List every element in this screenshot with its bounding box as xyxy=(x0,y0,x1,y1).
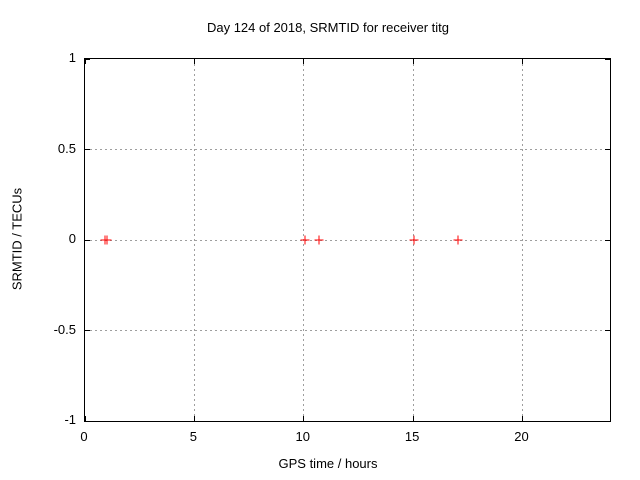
x-tick-mark xyxy=(193,59,195,64)
y-tick-mark xyxy=(605,420,610,422)
y-tick-mark xyxy=(605,239,610,241)
y-tick-mark xyxy=(605,330,610,331)
data-point-marker xyxy=(453,235,463,245)
marker-vertical-stroke xyxy=(413,235,415,245)
y-tick-mark xyxy=(85,149,90,150)
x-tick-mark xyxy=(303,416,305,421)
x-tick-mark xyxy=(193,416,195,421)
y-tick-label: 1 xyxy=(68,50,76,65)
y-tick-mark xyxy=(85,420,90,422)
y-tick-mark xyxy=(85,58,90,60)
x-tick-label: 10 xyxy=(295,429,310,444)
gridline-horizontal xyxy=(85,330,610,331)
x-axis-label: GPS time / hours xyxy=(278,456,378,471)
gridline-horizontal xyxy=(85,239,610,241)
y-tick-label: -1 xyxy=(64,412,76,427)
x-tick-mark xyxy=(522,59,523,64)
x-tick-label: 20 xyxy=(514,429,529,444)
y-tick-mark xyxy=(85,239,90,241)
x-tick-mark xyxy=(303,59,305,64)
x-tick-mark xyxy=(84,59,86,64)
y-tick-mark xyxy=(605,149,610,150)
y-tick-mark xyxy=(85,330,90,331)
y-tick-label: 0 xyxy=(68,231,76,246)
data-point-marker xyxy=(300,235,310,245)
marker-vertical-stroke xyxy=(106,235,108,245)
x-tick-label: 15 xyxy=(404,429,420,444)
x-tick-label: 5 xyxy=(189,429,197,444)
y-tick-label: 0.5 xyxy=(57,140,76,156)
x-tick-mark xyxy=(412,59,414,64)
data-point-marker xyxy=(102,235,112,245)
gridline-horizontal xyxy=(85,149,610,150)
marker-vertical-stroke xyxy=(457,235,459,245)
y-tick-mark xyxy=(605,58,610,60)
chart-title: Day 124 of 2018, SRMTID for receiver tit… xyxy=(206,20,450,35)
x-tick-label: 0 xyxy=(80,429,88,444)
marker-vertical-stroke xyxy=(304,235,306,245)
x-tick-mark xyxy=(84,416,86,421)
plot-area xyxy=(84,58,611,422)
y-tick-label: -0.5 xyxy=(53,321,76,337)
marker-vertical-stroke xyxy=(318,235,320,245)
data-point-marker xyxy=(409,235,419,245)
data-point-marker xyxy=(314,235,324,245)
x-tick-mark xyxy=(412,416,414,421)
x-tick-mark xyxy=(522,416,523,421)
